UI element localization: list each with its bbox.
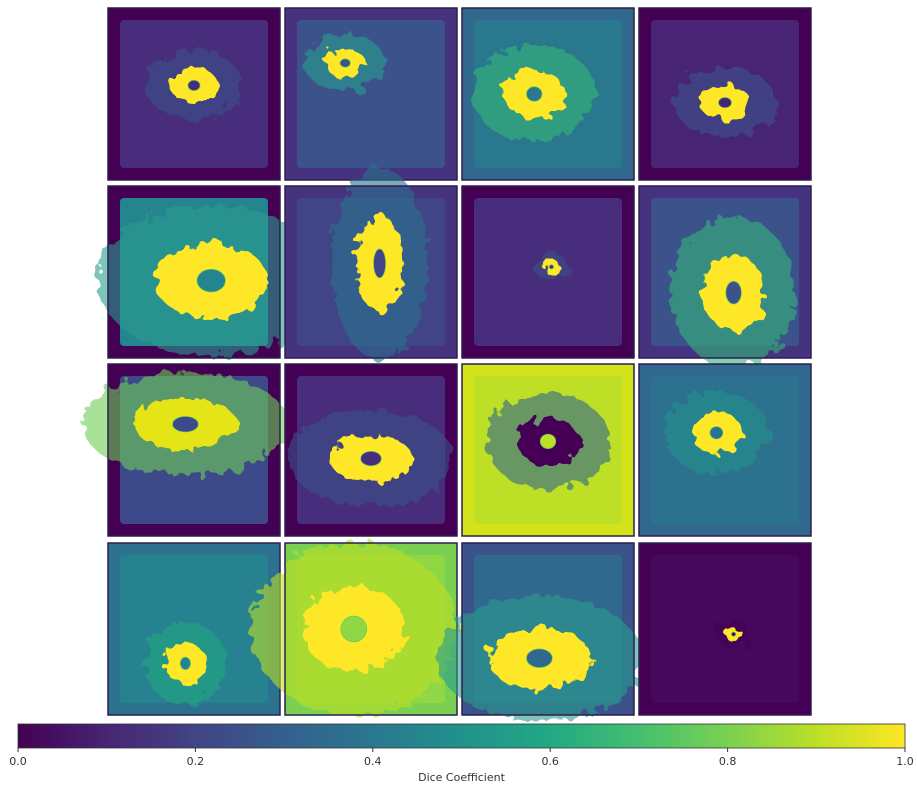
heatmap-panel [639, 186, 811, 368]
tick-label: 0.4 [364, 755, 382, 768]
figure: Dice Coefficient 0.0 0.2 0.4 0.6 0.8 1.0 [0, 0, 917, 787]
panel-core [719, 97, 732, 107]
colorbar [18, 724, 905, 748]
panel-core [374, 249, 386, 278]
heatmap-panel [639, 364, 811, 536]
heatmap-panel [462, 364, 634, 536]
panel-core [197, 269, 225, 292]
panel-core [726, 281, 741, 304]
panel-core [540, 434, 555, 448]
colorbar-label: Dice Coefficient [418, 771, 505, 784]
heatmap-panel [285, 167, 457, 360]
tick-label: 0.8 [719, 755, 737, 768]
panel-core [341, 616, 367, 642]
tick-label: 0.2 [187, 755, 205, 768]
panel-core [361, 451, 382, 465]
panel-core [188, 80, 200, 90]
heatmap-panel [639, 543, 811, 715]
panel-core [527, 649, 553, 668]
tick-label: 1.0 [896, 755, 914, 768]
panel-core [173, 416, 199, 431]
tick-label: 0.6 [541, 755, 559, 768]
panel-core [340, 59, 350, 67]
heatmap-panel [82, 364, 288, 536]
tick-label: 0.0 [9, 755, 27, 768]
heatmap-panel [462, 8, 634, 180]
panel-core [180, 657, 190, 669]
heatmap-panel [639, 8, 811, 180]
panel-core [731, 632, 735, 636]
panel-grid [82, 8, 811, 720]
panel-core [527, 87, 542, 101]
heatmap-panel [436, 543, 642, 720]
panel-core [710, 427, 723, 439]
heatmap-panel [108, 8, 280, 180]
heatmap-panel [285, 8, 457, 180]
panel-core [549, 265, 553, 269]
heatmap-panel [462, 186, 634, 358]
heatmap-panel [285, 364, 457, 536]
heatmap-panel [251, 543, 457, 715]
